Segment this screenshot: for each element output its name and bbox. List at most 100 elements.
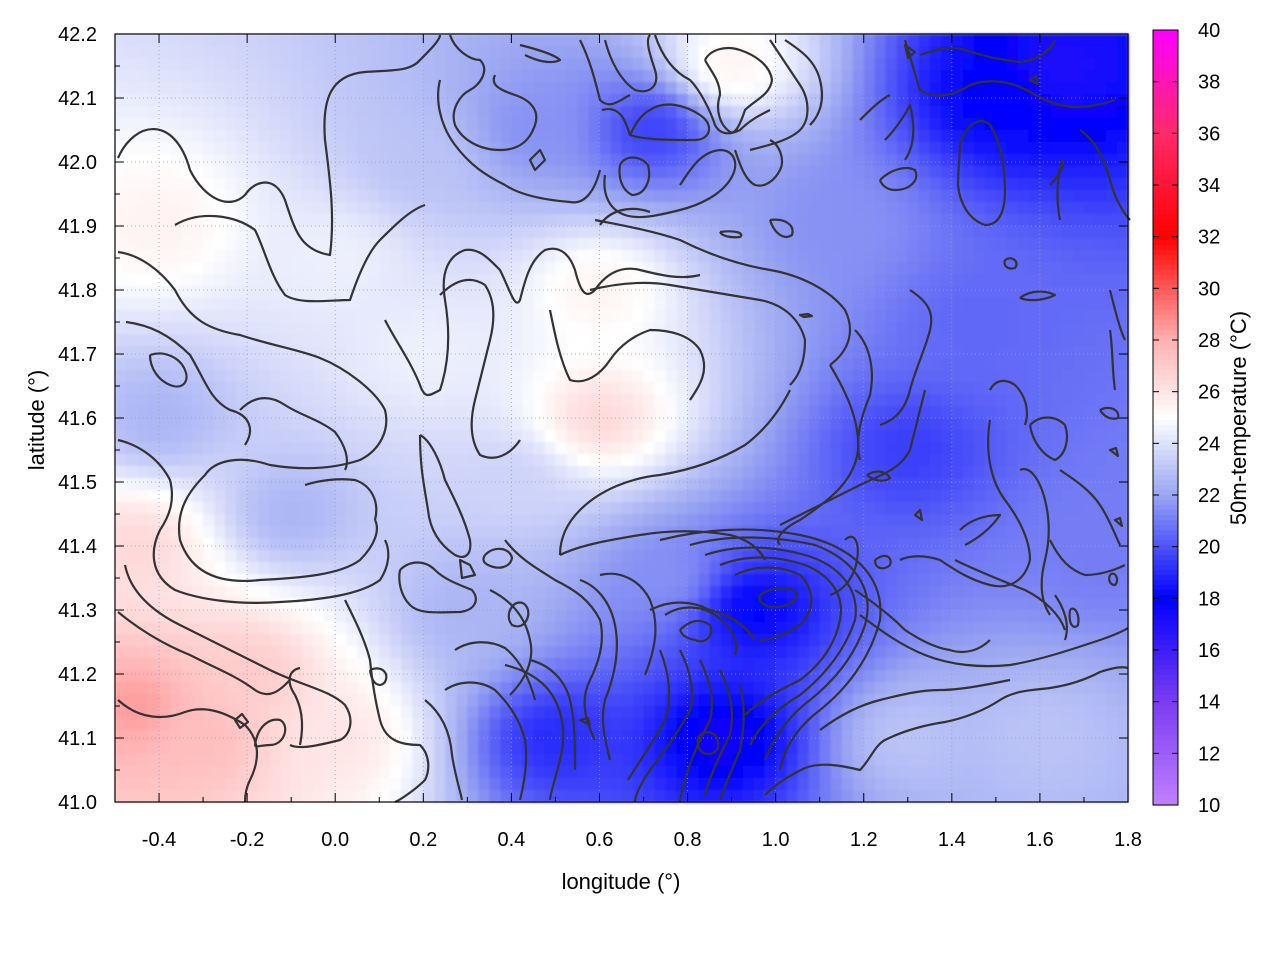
- heatmap-cell: [621, 70, 634, 83]
- heatmap-cell: [929, 106, 942, 119]
- heatmap-cell: [423, 142, 435, 155]
- heatmap-cell: [467, 334, 479, 347]
- heatmap-cell: [115, 46, 127, 59]
- heatmap-cell: [511, 586, 523, 599]
- heatmap-cell: [533, 106, 546, 119]
- heatmap-cell: [1105, 610, 1118, 623]
- heatmap-cell: [775, 106, 788, 119]
- heatmap-cell: [841, 190, 854, 203]
- heatmap-cell: [1050, 394, 1063, 407]
- heatmap-cell: [566, 646, 579, 659]
- heatmap-cell: [126, 94, 138, 107]
- heatmap-cell: [676, 310, 689, 323]
- heatmap-cell: [280, 214, 292, 227]
- heatmap-cell: [159, 454, 171, 467]
- heatmap-cell: [1116, 538, 1129, 551]
- heatmap-cell: [951, 334, 964, 347]
- heatmap-cell: [665, 382, 678, 395]
- heatmap-cell: [137, 70, 149, 83]
- heatmap-cell: [192, 406, 204, 419]
- heatmap-cell: [874, 526, 887, 539]
- heatmap-cell: [973, 610, 986, 623]
- heatmap-cell: [588, 526, 601, 539]
- heatmap-cell: [841, 70, 854, 83]
- heatmap-cell: [1072, 310, 1085, 323]
- heatmap-cell: [192, 418, 204, 431]
- heatmap-cell: [885, 586, 898, 599]
- heatmap-cell: [577, 274, 590, 287]
- heatmap-cell: [940, 514, 953, 527]
- heatmap-cell: [775, 334, 788, 347]
- heatmap-cell: [258, 586, 270, 599]
- heatmap-cell: [324, 226, 336, 239]
- heatmap-cell: [269, 214, 281, 227]
- heatmap-cell: [951, 538, 964, 551]
- heatmap-cell: [962, 610, 975, 623]
- heatmap-cell: [291, 286, 303, 299]
- heatmap-cell: [324, 82, 336, 95]
- heatmap-cell: [412, 106, 424, 119]
- heatmap-cell: [621, 298, 634, 311]
- heatmap-cell: [555, 310, 568, 323]
- heatmap-cell: [313, 274, 325, 287]
- heatmap-cell: [533, 610, 546, 623]
- heatmap-cell: [588, 490, 601, 503]
- heatmap-cell: [192, 286, 204, 299]
- heatmap-cell: [137, 142, 149, 155]
- heatmap-cell: [467, 526, 479, 539]
- heatmap-cell: [236, 682, 248, 695]
- heatmap-cell: [1017, 238, 1030, 251]
- heatmap-cell: [852, 298, 865, 311]
- heatmap-cell: [467, 70, 479, 83]
- heatmap-cell: [665, 142, 678, 155]
- heatmap-cell: [478, 274, 490, 287]
- heatmap-cell: [335, 490, 347, 503]
- heatmap-cell: [709, 346, 722, 359]
- heatmap-cell: [181, 586, 193, 599]
- heatmap-cell: [434, 622, 446, 635]
- heatmap-cell: [819, 202, 832, 215]
- heatmap-cell: [962, 490, 975, 503]
- heatmap-cell: [1116, 130, 1129, 143]
- heatmap-cell: [258, 502, 270, 515]
- heatmap-cell: [335, 322, 347, 335]
- heatmap-cell: [841, 622, 854, 635]
- heatmap-cell: [555, 634, 568, 647]
- heatmap-cell: [764, 490, 777, 503]
- heatmap-cell: [247, 562, 259, 575]
- heatmap-cell: [544, 550, 557, 563]
- heatmap-cell: [929, 310, 942, 323]
- heatmap-cell: [445, 214, 457, 227]
- heatmap-cell: [1050, 262, 1063, 275]
- heatmap-cell: [368, 562, 380, 575]
- heatmap-cell: [808, 526, 821, 539]
- heatmap-cell: [753, 490, 766, 503]
- heatmap-cell: [621, 610, 634, 623]
- heatmap-cell: [159, 142, 171, 155]
- heatmap-cell: [522, 238, 535, 251]
- heatmap-cell: [775, 466, 788, 479]
- heatmap-cell: [918, 238, 931, 251]
- heatmap-cell: [885, 502, 898, 515]
- heatmap-cell: [676, 118, 689, 131]
- heatmap-cell: [401, 298, 413, 311]
- heatmap-cell: [808, 514, 821, 527]
- heatmap-cell: [940, 586, 953, 599]
- heatmap-cell: [929, 142, 942, 155]
- heatmap-cell: [588, 382, 601, 395]
- heatmap-cell: [720, 130, 733, 143]
- heatmap-cell: [324, 586, 336, 599]
- heatmap-cell: [1094, 598, 1107, 611]
- heatmap-cell: [489, 334, 501, 347]
- heatmap-cell: [159, 130, 171, 143]
- heatmap-cell: [863, 322, 876, 335]
- heatmap-cell: [577, 94, 590, 107]
- heatmap-cell: [555, 238, 568, 251]
- heatmap-cell: [797, 226, 810, 239]
- heatmap-cell: [148, 178, 160, 191]
- heatmap-cell: [148, 166, 160, 179]
- heatmap-cell: [126, 286, 138, 299]
- heatmap-cell: [720, 190, 733, 203]
- heatmap-cell: [819, 298, 832, 311]
- heatmap-cell: [610, 454, 623, 467]
